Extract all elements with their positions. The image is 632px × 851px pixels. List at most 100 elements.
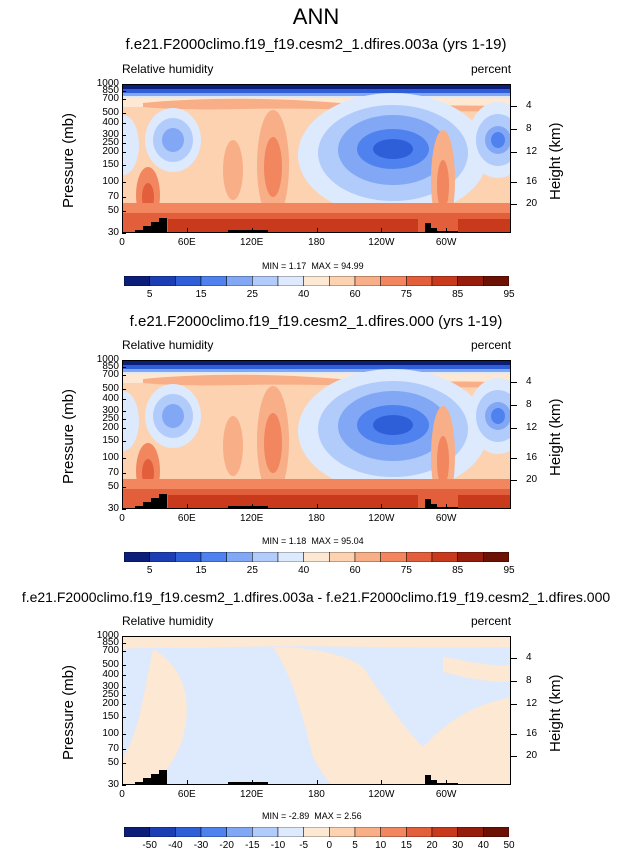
panel-3-colorbar-label: -20 — [219, 840, 234, 851]
panel-1-pressure-tick-label: 250 — [102, 136, 119, 148]
panel-1-min-max: MIN = 1.17 MAX = 94.99 — [262, 261, 364, 271]
panel-3-height-axis-title: Height (km) — [547, 674, 564, 752]
panel-1-pressure-tick-label: 700 — [102, 93, 119, 105]
panel-2-colorbar-label: 75 — [400, 565, 412, 576]
panel-2-height-tick-label: 20 — [526, 473, 538, 485]
panel-3-longitude-tick — [122, 780, 123, 785]
panel-1-contour-map — [123, 85, 510, 232]
topography — [135, 494, 458, 508]
colorbar-swatch — [252, 276, 279, 286]
panel-1-pressure-tick-label: 100 — [102, 175, 119, 187]
panel-1-pressure-tick-label: 200 — [102, 146, 119, 158]
panel-1-height-tick-label: 8 — [526, 122, 532, 134]
panel-3-pressure-tick-label: 250 — [102, 688, 119, 700]
panel-2-min-max: MIN = 1.18 MAX = 95.04 — [262, 536, 364, 546]
panel-1-longitude-tick-label: 120E — [239, 237, 264, 248]
panel-3-max-value: 2.56 — [344, 811, 362, 821]
panel-3-height-tick-label: 16 — [526, 727, 538, 739]
panel-3-pressure-tick — [122, 642, 126, 644]
panel-1-longitude-tick-label: 120W — [368, 237, 395, 248]
figure-title: ANN — [292, 4, 340, 29]
panel-1-longitude-tick — [316, 228, 318, 233]
colorbar-swatch — [303, 276, 330, 286]
panel-3-height-tick-label: 8 — [526, 674, 532, 686]
colorbar-swatch — [380, 827, 407, 837]
panel-2-min-value: 1.18 — [288, 536, 307, 546]
colorbar-swatch — [124, 827, 150, 837]
panel-2-pressure-tick — [122, 472, 126, 474]
panel-3-pressure-tick — [122, 665, 126, 667]
panel-3-pressure-tick — [122, 785, 126, 786]
stratosphere-band — [123, 372, 510, 374]
panel-3-contour-map — [123, 637, 510, 784]
panel-1-longitude-tick — [446, 228, 448, 233]
panel-1-longitude-tick — [381, 228, 383, 233]
colorbar-swatch — [431, 276, 458, 286]
panel-2-max-value: 95.04 — [341, 536, 364, 546]
panel-2-colorbar-label: 95 — [503, 565, 515, 576]
panel-2-height-tick — [511, 479, 517, 481]
positive-anomaly — [443, 657, 510, 682]
panel-2-max-label: MAX = — [308, 536, 342, 546]
panel-2-pressure-tick-label: 300 — [102, 405, 119, 417]
panel-1-height-tick — [511, 181, 517, 183]
panel-2-pressure-tick-label: 850 — [102, 360, 119, 372]
panel-1-pressure-tick — [122, 90, 126, 92]
panel-3-longitude-tick-label: 60W — [435, 789, 457, 800]
panel-2-pressure-tick-label: 400 — [102, 392, 119, 404]
panel-2-longitude-tick-label: 120E — [239, 513, 264, 524]
panel-2-colorbar-label: 25 — [246, 565, 258, 576]
panel-2-pressure-tick — [122, 440, 126, 442]
panel-2-pressure-tick-label: 500 — [102, 383, 119, 395]
panel-3-pressure-axis-title: Pressure (mb) — [60, 664, 77, 760]
panel-3-colorbar-label: 40 — [477, 840, 489, 851]
stratosphere-band — [123, 89, 510, 93]
colorbar-swatch — [149, 552, 176, 562]
panel-1-longitude-tick-label: 60W — [435, 237, 457, 248]
panel-1-pressure-tick-label: 50 — [107, 205, 119, 217]
panel-2-pressure-tick-label: 30 — [107, 503, 119, 514]
panel-3-colorbar-label: -50 — [142, 840, 157, 851]
panel-2-pressure-tick-label: 70 — [107, 466, 119, 478]
panel-2-longitude-tick-label: 120W — [368, 513, 395, 524]
panel-1-pressure-tick — [122, 233, 126, 234]
panel-3-pressure-tick — [122, 716, 126, 718]
panel-1-pressure-tick — [122, 135, 126, 137]
panel-1-pressure-tick — [122, 142, 126, 144]
panel-3-height-tick-label: 4 — [526, 651, 532, 663]
panel-1-pressure-axis-title: Pressure (mb) — [60, 112, 77, 208]
panel-1-longitude-tick — [122, 228, 123, 233]
colorbar-swatch — [483, 276, 509, 286]
panel-3-height-tick — [511, 680, 517, 682]
colorbar-swatch — [252, 827, 279, 837]
panel-2-height-tick-label: 16 — [526, 451, 538, 463]
panel-2-pressure-tick-label: 100 — [102, 451, 119, 463]
colorbar-swatch — [457, 552, 484, 562]
panel-3-pressure-tick-label: 700 — [102, 645, 119, 657]
panel-2-min-label: MIN = — [262, 536, 289, 546]
colorbar-swatch — [175, 276, 202, 286]
panel-2-longitude-tick — [381, 504, 383, 509]
panel-2-pressure-tick — [122, 418, 126, 420]
panel-3-pressure-tick — [122, 636, 126, 637]
colorbar-swatch — [431, 827, 458, 837]
colorbar-swatch — [380, 552, 407, 562]
panel-2-pressure-tick — [122, 411, 126, 413]
panel-1-pressure-tick — [122, 164, 126, 166]
dry-region — [373, 415, 413, 435]
panel-3-longitude-tick-label: 60E — [177, 789, 196, 800]
panel-1-height-tick — [511, 152, 517, 154]
panel-2-colorbar — [124, 552, 509, 562]
colorbar-swatch — [252, 552, 279, 562]
moist-column — [223, 416, 243, 476]
panel-3-colorbar-label: -15 — [245, 840, 260, 851]
panel-2-height-tick — [511, 381, 517, 383]
panel-2-pressure-tick — [122, 360, 126, 361]
panel-3-pressure-tick-label: 300 — [102, 681, 119, 693]
stratosphere-band — [123, 85, 510, 89]
panel-2-pressure-tick — [122, 509, 126, 510]
colorbar-swatch — [303, 552, 330, 562]
panel-3-pressure-tick — [122, 748, 126, 750]
panel-2-pressure-tick — [122, 366, 126, 368]
panel-3-colorbar-label: 0 — [326, 840, 333, 851]
